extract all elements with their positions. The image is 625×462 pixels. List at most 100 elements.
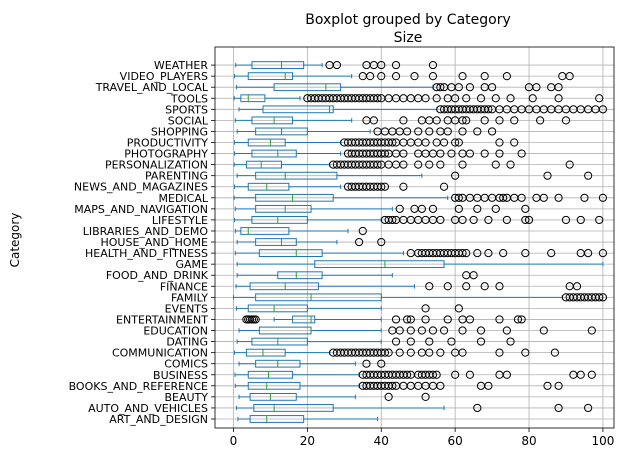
box-maps_and_navigation xyxy=(234,204,530,213)
outlier-point xyxy=(447,337,456,346)
box-iqr xyxy=(247,304,308,313)
outlier-point xyxy=(417,204,426,213)
outlier-point xyxy=(462,94,471,103)
outlier-point xyxy=(454,304,463,313)
outlier-point xyxy=(436,83,445,92)
outlier-point xyxy=(414,127,423,136)
outlier-point xyxy=(565,160,574,169)
outlier-point xyxy=(403,127,412,136)
outlier-point xyxy=(487,83,497,92)
outlier-point xyxy=(395,204,404,213)
y-tick-label: LIBRARIES_AND_DEMO xyxy=(83,225,209,238)
box-iqr xyxy=(273,83,342,92)
box-video_players xyxy=(234,72,574,81)
box-news_and_magazines xyxy=(234,182,449,191)
y-tick-label: DATING xyxy=(166,336,208,349)
outlier-point xyxy=(521,348,530,357)
outlier-point xyxy=(521,249,530,258)
outlier-point xyxy=(561,116,571,125)
box-iqr xyxy=(255,193,334,202)
box-family xyxy=(233,293,608,302)
outlier-point xyxy=(484,105,493,114)
outlier-point xyxy=(510,116,519,125)
x-tick-label: 20 xyxy=(300,434,315,448)
box-iqr xyxy=(251,116,294,125)
y-tick-label: FOOD_AND_DRINK xyxy=(106,269,209,282)
outlier-point xyxy=(495,149,504,158)
outlier-point xyxy=(565,72,574,81)
outlier-point xyxy=(439,326,449,335)
outlier-point xyxy=(432,94,441,103)
box-social xyxy=(234,116,571,125)
outlier-point xyxy=(425,160,434,169)
outlier-point xyxy=(499,193,508,202)
outlier-point xyxy=(399,182,408,191)
outlier-point xyxy=(366,72,375,81)
outlier-point xyxy=(480,149,489,158)
outlier-point xyxy=(403,370,412,379)
box-comics xyxy=(238,359,386,368)
box-iqr xyxy=(247,370,294,379)
outlier-point xyxy=(436,149,445,158)
box-dating xyxy=(236,337,515,346)
box-series xyxy=(233,60,608,423)
outlier-point xyxy=(476,337,486,346)
y-tick-label: PARENTING xyxy=(145,170,208,183)
box-weather xyxy=(235,60,438,70)
outlier-point xyxy=(458,326,467,335)
y-tick-label: BUSINESS xyxy=(153,369,208,382)
outlier-point xyxy=(458,160,467,169)
y-tick-label: VIDEO_PLAYERS xyxy=(120,70,208,83)
outlier-point xyxy=(506,94,515,103)
outlier-point xyxy=(395,326,404,335)
outlier-point xyxy=(377,72,386,81)
grid-lines xyxy=(215,47,614,428)
outlier-point xyxy=(428,326,438,335)
outlier-point xyxy=(458,215,467,225)
outlier-point xyxy=(554,403,563,413)
box-iqr xyxy=(255,204,312,213)
outlier-point xyxy=(421,138,430,147)
y-tick-label: TRAVEL_AND_LOCAL xyxy=(95,81,209,94)
outlier-point xyxy=(495,282,504,291)
outlier-point xyxy=(458,72,467,81)
box-iqr xyxy=(240,227,290,235)
outlier-point xyxy=(595,293,604,302)
outlier-point xyxy=(491,204,500,213)
outlier-point xyxy=(362,359,371,368)
x-tick-label: 40 xyxy=(374,434,389,448)
outlier-point xyxy=(510,138,519,147)
outlier-point xyxy=(469,215,478,225)
box-shopping xyxy=(236,127,497,136)
outlier-point xyxy=(421,304,430,313)
outlier-point xyxy=(391,72,401,81)
outlier-point xyxy=(480,72,489,81)
outlier-point xyxy=(425,337,434,346)
box-photography xyxy=(234,149,526,158)
outlier-point xyxy=(517,193,526,202)
outlier-point xyxy=(576,370,585,379)
outlier-point xyxy=(377,359,386,368)
outlier-point xyxy=(391,315,401,324)
box-libraries_and_demo xyxy=(234,226,367,236)
outlier-point xyxy=(439,138,449,147)
y-tick-label: MEDICAL xyxy=(159,192,209,205)
outlier-point xyxy=(536,116,545,125)
x-tick-label: 60 xyxy=(447,434,462,448)
outlier-point xyxy=(432,116,441,125)
outlier-point xyxy=(377,60,386,70)
y-tick-label: COMICS xyxy=(164,358,208,371)
y-tick-label: ENTERTAINMENT xyxy=(116,313,208,326)
box-lifestyle xyxy=(234,215,604,225)
y-tick-label: EDUCATION xyxy=(143,325,208,338)
outlier-point xyxy=(598,249,608,258)
outlier-point xyxy=(436,215,445,225)
outlier-point xyxy=(469,271,478,280)
outlier-point xyxy=(439,182,449,191)
box-iqr xyxy=(255,238,297,246)
box-iqr xyxy=(240,94,266,103)
chart-title: Boxplot grouped by Category xyxy=(305,12,511,28)
box-iqr xyxy=(247,182,290,191)
